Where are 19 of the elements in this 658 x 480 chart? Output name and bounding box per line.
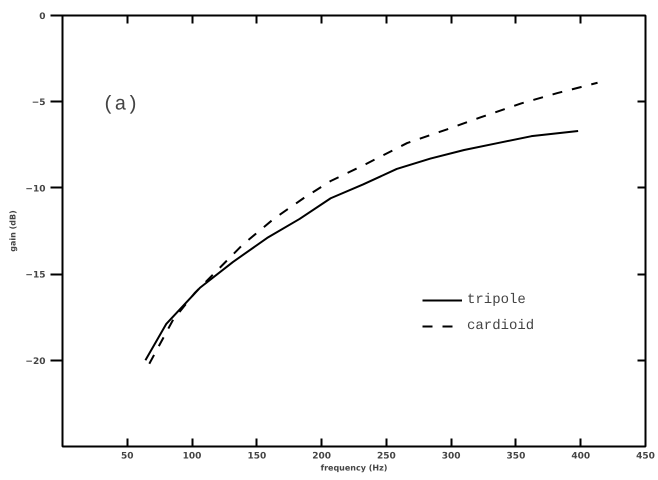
x-tick-label: 200 <box>312 452 332 462</box>
legend-label: tripole <box>467 292 526 308</box>
x-tick-label: 350 <box>506 452 526 462</box>
y-tick-label: −5 <box>32 98 46 108</box>
x-tick-label: 400 <box>571 452 590 462</box>
x-tick-label: 250 <box>376 452 396 462</box>
y-tick-label: −15 <box>25 270 46 281</box>
x-tick-label: 50 <box>121 452 134 462</box>
y-tick-label: 0 <box>39 12 46 22</box>
x-axis-title: frequency (Hz) <box>320 464 388 472</box>
x-tick-label: 300 <box>442 452 461 462</box>
x-tick-label: 100 <box>182 452 202 462</box>
y-tick-label: −20 <box>25 356 46 367</box>
legend-label: cardioid <box>467 318 534 334</box>
y-tick-label: −10 <box>25 184 46 194</box>
annotation: (a) <box>102 94 139 116</box>
x-tick-label: 150 <box>247 452 266 462</box>
y-axis-title: gain (dB) <box>8 210 18 252</box>
x-tick-label: 450 <box>636 452 655 462</box>
